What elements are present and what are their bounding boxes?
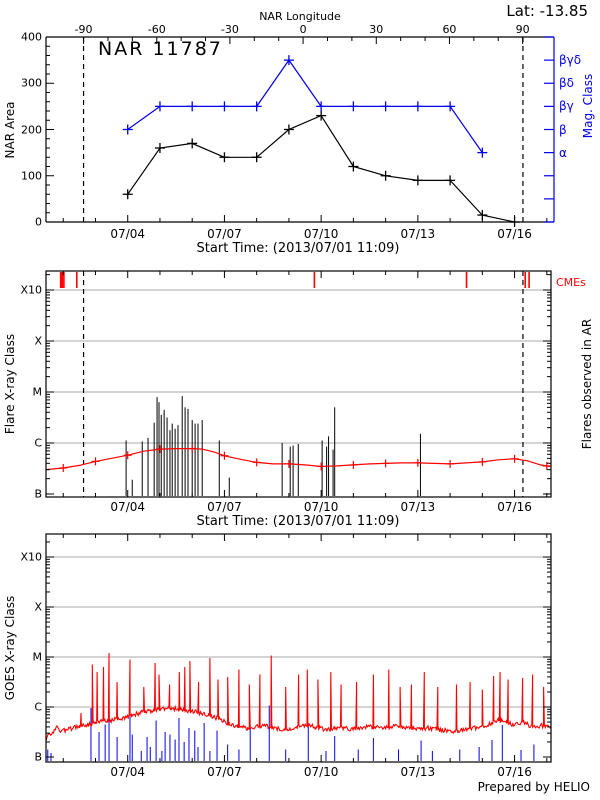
y-tick-label: X bbox=[34, 334, 42, 348]
mag-class-axis-label: Mag. Class bbox=[581, 73, 595, 139]
longitude-tick-label: -90 bbox=[74, 23, 93, 36]
date-tick-label: 07/04 bbox=[110, 500, 146, 514]
date-tick-label: 07/16 bbox=[497, 227, 532, 241]
mag-class-tick-label: βδ bbox=[559, 76, 574, 91]
mag-class-tick-label: α bbox=[559, 145, 567, 160]
date-tick-label: 07/13 bbox=[400, 500, 436, 514]
y-tick-label: X10 bbox=[20, 283, 42, 297]
start-time-label-panel2: Start Time: (2013/07/01 11:09) bbox=[196, 514, 400, 529]
date-tick-label: 07/04 bbox=[110, 227, 146, 241]
mag-class-tick-label: βγδ bbox=[559, 53, 582, 68]
y-tick-label: 400 bbox=[21, 30, 42, 44]
y-tick-label: C bbox=[34, 436, 42, 450]
date-tick-label: 07/16 bbox=[497, 765, 532, 779]
longitude-tick-label: 90 bbox=[515, 23, 530, 36]
date-tick-label: 07/07 bbox=[207, 765, 242, 779]
date-tick-label: 07/10 bbox=[303, 500, 339, 514]
longitude-tick-label: -30 bbox=[220, 23, 239, 36]
y-tick-label: B bbox=[34, 487, 42, 501]
flare-xray-class-axis-label: Flare X-ray Class bbox=[3, 333, 17, 435]
y-tick-label: 0 bbox=[35, 215, 42, 229]
date-tick-label: 07/07 bbox=[207, 227, 242, 241]
y-tick-label: 300 bbox=[21, 76, 42, 90]
y-tick-label: X bbox=[34, 600, 42, 614]
date-tick-label: 07/13 bbox=[400, 227, 436, 241]
mag-class-series-line bbox=[122, 55, 488, 158]
longitude-tick-label: -60 bbox=[147, 23, 166, 36]
panel-title-nar-number: NAR 11787 bbox=[98, 38, 223, 60]
y-tick-label: C bbox=[34, 700, 42, 714]
y-tick-label: 100 bbox=[21, 169, 42, 183]
panel2-frame bbox=[45, 270, 552, 498]
flare-panel bbox=[45, 270, 552, 498]
y-tick-label: X10 bbox=[20, 550, 42, 564]
goes-xray-curve bbox=[45, 652, 552, 741]
flare-event-lines bbox=[125, 396, 421, 496]
nar-area-panel bbox=[45, 36, 555, 227]
goes-xray-class-axis-label: GOES X-ray Class bbox=[3, 595, 17, 701]
flares-observed-in-ar-label: Flares observed in AR bbox=[580, 318, 594, 450]
date-tick-label: 07/16 bbox=[497, 500, 532, 514]
mag-class-tick-label: β bbox=[559, 122, 567, 137]
credit-label: Prepared by HELIO bbox=[477, 780, 590, 794]
date-tick-label: 07/10 bbox=[303, 227, 339, 241]
latitude-annotation: Lat: -13.85 bbox=[506, 2, 588, 20]
goes-panel bbox=[45, 533, 552, 763]
date-tick-label: 07/10 bbox=[303, 765, 339, 779]
y-tick-label: B bbox=[34, 750, 42, 764]
date-tick-label: 07/04 bbox=[110, 765, 146, 779]
y-tick-label: 200 bbox=[21, 123, 42, 136]
mag-class-tick-label: βγ bbox=[559, 99, 574, 114]
longitude-tick-label: 60 bbox=[442, 23, 457, 36]
cmes-label: CMEs bbox=[556, 276, 586, 289]
ar-background-flux-curve bbox=[47, 444, 551, 472]
cme-tick-marks bbox=[59, 272, 530, 288]
nar-area-axis-label: NAR Area bbox=[3, 101, 17, 159]
panel3-frame bbox=[45, 533, 552, 763]
longitude-tick-label: 30 bbox=[369, 23, 384, 36]
y-tick-label: M bbox=[32, 650, 43, 664]
area-series-line bbox=[122, 110, 520, 227]
date-tick-label: 07/07 bbox=[207, 500, 242, 514]
nar-longitude-axis-title: NAR Longitude bbox=[259, 10, 341, 23]
goes-secondary-channel-spikes bbox=[47, 702, 535, 761]
y-tick-label: M bbox=[32, 385, 43, 399]
longitude-tick-label: 0 bbox=[299, 23, 307, 36]
date-tick-label: 07/13 bbox=[400, 765, 436, 779]
start-time-label-panel1: Start Time: (2013/07/01 11:09) bbox=[196, 241, 400, 256]
